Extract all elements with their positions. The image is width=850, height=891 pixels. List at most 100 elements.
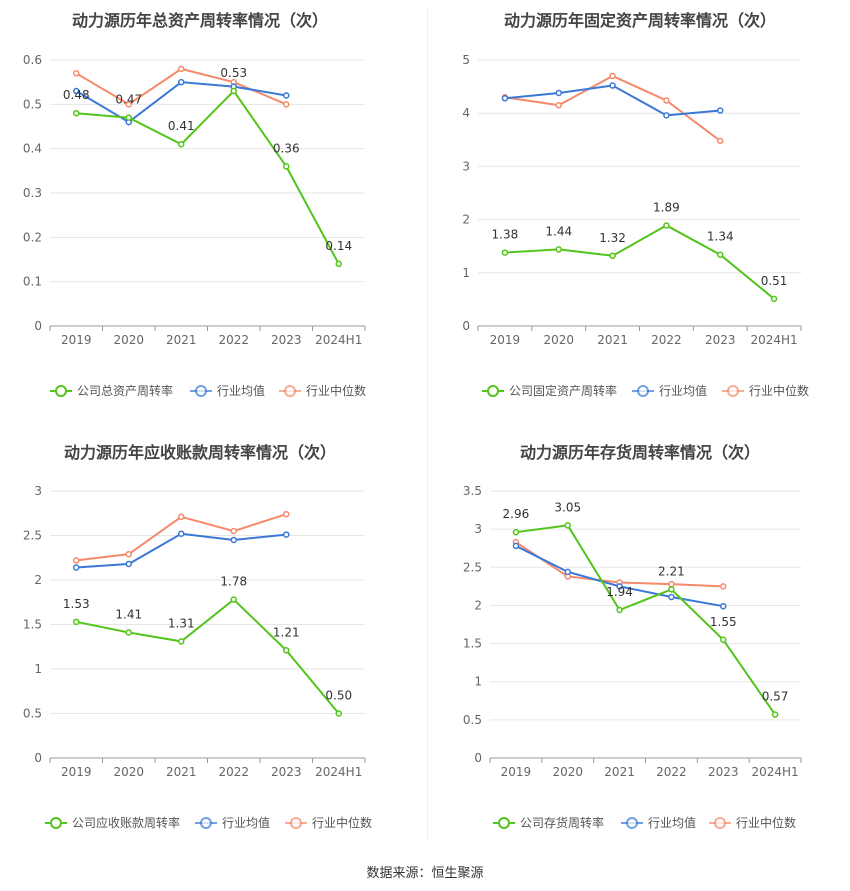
inventory-turnover-chart: 动力源历年存货周转率情况（次） 0 0.5 1 1.5 2 2.5 3 3.5 2019 2020 2… bbox=[463, 443, 802, 830]
data-label: 0.41 bbox=[168, 119, 195, 133]
legend-marker-icon bbox=[290, 817, 302, 829]
total-asset-turnover-chart: 动力源历年总资产周转率情况（次） 0 0.1 0.2 0.3 0.4 0.5 0.6 2019 2… bbox=[23, 11, 366, 398]
data-point bbox=[609, 72, 616, 80]
chart-panel-receivables-turnover: 动力源历年应收账款周转率情况（次） 0 0.5 1 1.5 2 2.5 3 2019 2020 20… bbox=[0, 432, 425, 864]
legend-label: 公司固定资产周转率 bbox=[509, 383, 617, 398]
x-tick-label: 2021 bbox=[604, 765, 635, 779]
y-tick-label: 3 bbox=[34, 484, 42, 498]
data-point bbox=[717, 251, 724, 258]
data-point bbox=[720, 636, 727, 644]
y-tick-label: 2 bbox=[474, 598, 482, 612]
data-label: 0.51 bbox=[761, 274, 788, 288]
series-line-1 bbox=[76, 532, 287, 569]
data-point bbox=[663, 222, 670, 229]
data-source-note: 数据来源：恒生聚源 bbox=[366, 866, 484, 881]
legend-marker-icon bbox=[714, 817, 726, 829]
x-tick-label: 2021 bbox=[597, 333, 628, 347]
data-point bbox=[717, 107, 724, 114]
x-tick-label: 2019 bbox=[490, 333, 521, 347]
data-point bbox=[178, 638, 185, 645]
x-tick-label: 2023 bbox=[708, 765, 739, 779]
x-tick-label: 2023 bbox=[271, 333, 302, 347]
data-label: 0.47 bbox=[115, 93, 142, 107]
y-tick-label: 0.5 bbox=[23, 97, 42, 111]
data-label: 1.41 bbox=[115, 608, 142, 622]
data-point bbox=[125, 560, 132, 568]
y-tick-label: 1 bbox=[474, 675, 482, 689]
data-point bbox=[616, 583, 623, 590]
data-point bbox=[230, 596, 237, 603]
data-point bbox=[230, 536, 237, 544]
data-point bbox=[283, 510, 290, 518]
data-label: 1.89 bbox=[653, 200, 680, 214]
data-label: 1.31 bbox=[168, 616, 195, 630]
legend-label: 行业均值 bbox=[648, 815, 696, 830]
x-tick-label: 2020 bbox=[113, 765, 144, 779]
data-point bbox=[178, 65, 185, 73]
y-tick-label: 0 bbox=[34, 319, 42, 333]
data-label: 0.53 bbox=[220, 66, 247, 80]
data-label: 1.21 bbox=[273, 625, 300, 639]
data-point bbox=[668, 593, 675, 601]
x-tick-label: 2022 bbox=[656, 765, 687, 779]
legend-marker-icon bbox=[626, 817, 638, 829]
chart-panel-fixed-asset-turnover: 动力源历年固定资产周转率情况（次） 0 1 2 3 4 5 2019 2020 2021 2022 2… bbox=[425, 0, 850, 432]
data-point bbox=[73, 87, 80, 95]
data-point bbox=[73, 70, 80, 77]
series-line-0 bbox=[515, 524, 776, 716]
series-line-0 bbox=[76, 89, 340, 265]
data-point bbox=[609, 82, 616, 89]
legend-label: 行业均值 bbox=[222, 815, 270, 830]
data-point bbox=[230, 527, 237, 535]
data-point bbox=[335, 260, 342, 268]
legend-marker-icon bbox=[637, 385, 649, 397]
data-point bbox=[564, 522, 571, 529]
panel-divider bbox=[427, 10, 428, 840]
data-point bbox=[770, 295, 778, 303]
legend-marker-icon bbox=[50, 817, 62, 829]
y-tick-label: 0.1 bbox=[23, 275, 42, 289]
data-point bbox=[125, 629, 132, 636]
data-point bbox=[720, 602, 727, 610]
y-tick-label: 2.5 bbox=[23, 529, 42, 543]
y-tick-label: 2 bbox=[34, 573, 42, 587]
y-tick-label: 4 bbox=[462, 106, 470, 120]
x-tick-label: 2022 bbox=[651, 333, 682, 347]
x-tick-label: 2020 bbox=[113, 333, 144, 347]
data-point bbox=[717, 137, 724, 145]
data-point bbox=[178, 513, 185, 521]
data-point bbox=[609, 252, 616, 260]
legend-label: 行业中位数 bbox=[736, 815, 796, 830]
data-point bbox=[335, 710, 342, 717]
x-tick-label: 2023 bbox=[705, 333, 736, 347]
data-point bbox=[555, 246, 562, 253]
data-label: 1.53 bbox=[63, 597, 90, 611]
y-tick-label: 0.6 bbox=[23, 53, 42, 67]
legend-marker-icon bbox=[487, 385, 499, 397]
data-point bbox=[125, 550, 132, 558]
series-line-2 bbox=[75, 67, 287, 106]
y-tick-label: 0.2 bbox=[23, 230, 42, 244]
y-tick-label: 0 bbox=[474, 751, 482, 765]
legend-label: 行业中位数 bbox=[749, 383, 809, 398]
y-tick-label: 0.5 bbox=[23, 707, 42, 721]
data-label: 1.55 bbox=[710, 615, 737, 629]
data-label: 0.57 bbox=[762, 690, 789, 704]
chart-panel-inventory-turnover: 动力源历年存货周转率情况（次） 0 0.5 1 1.5 2 2.5 3 3.5 2019 2020 2… bbox=[425, 432, 850, 864]
data-point bbox=[73, 618, 80, 626]
data-point bbox=[283, 531, 290, 538]
data-point bbox=[771, 711, 779, 718]
data-point bbox=[73, 109, 80, 117]
y-tick-label: 0 bbox=[462, 319, 470, 333]
x-tick-label: 2023 bbox=[271, 765, 302, 779]
data-point bbox=[555, 89, 562, 97]
data-point bbox=[663, 97, 670, 104]
x-tick-label: 2020 bbox=[552, 765, 583, 779]
data-point bbox=[555, 101, 562, 109]
y-tick-label: 1 bbox=[34, 662, 42, 676]
data-label: 0.14 bbox=[325, 239, 352, 253]
x-tick-label: 2024H1 bbox=[315, 333, 362, 347]
legend-marker-icon bbox=[55, 385, 67, 397]
y-tick-label: 3 bbox=[474, 522, 482, 536]
receivables-turnover-chart: 动力源历年应收账款周转率情况（次） 0 0.5 1 1.5 2 2.5 3 2019 2020 20… bbox=[23, 443, 372, 830]
